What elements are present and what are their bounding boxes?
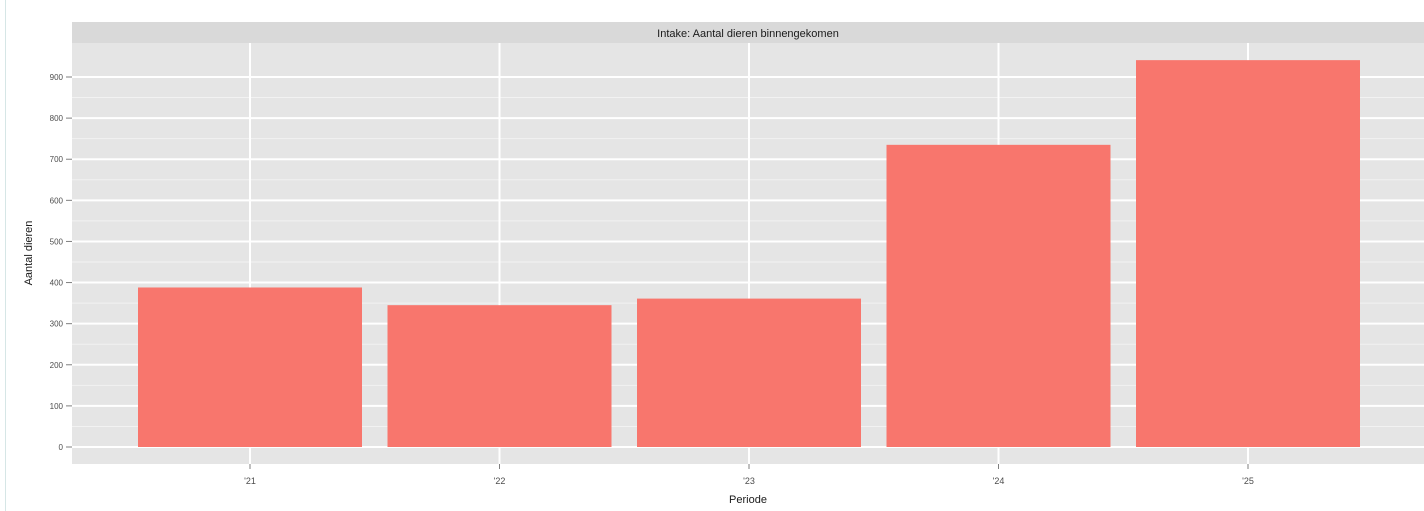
bar bbox=[1136, 60, 1360, 448]
x-tick-label: '21 bbox=[244, 476, 256, 486]
bar bbox=[886, 144, 1111, 448]
x-tick-label: '23 bbox=[743, 476, 755, 486]
bars-layer bbox=[138, 60, 1360, 448]
y-axis-label: Aantal dieren bbox=[23, 221, 35, 286]
y-tick-label: 200 bbox=[50, 361, 64, 370]
bar bbox=[138, 287, 362, 447]
y-tick-label: 300 bbox=[50, 320, 64, 329]
x-tick-label: '24 bbox=[993, 476, 1005, 486]
y-tick-label: 800 bbox=[50, 114, 64, 123]
y-axis: 0 100 200 300 400 500 600 700 800 900 bbox=[50, 73, 72, 452]
bar bbox=[387, 305, 612, 447]
frame-border bbox=[5, 0, 6, 511]
x-tick-label: '22 bbox=[494, 476, 506, 486]
y-tick-label: 400 bbox=[50, 279, 64, 288]
y-tick-label: 900 bbox=[50, 73, 64, 82]
bar bbox=[637, 298, 861, 447]
y-tick-label: 500 bbox=[50, 237, 64, 246]
chart-title: Intake: Aantal dieren binnengekomen bbox=[657, 28, 839, 40]
y-tick-label: 600 bbox=[50, 196, 64, 205]
y-tick-label: 700 bbox=[50, 155, 64, 164]
x-tick-label: '25 bbox=[1242, 476, 1254, 486]
y-tick-label: 100 bbox=[50, 402, 64, 411]
x-axis: '21 '22 '23 '24 '25 bbox=[244, 464, 1254, 486]
y-tick-label: 0 bbox=[59, 443, 64, 452]
x-axis-label: Periode bbox=[729, 494, 767, 506]
strip-background bbox=[72, 22, 1424, 43]
